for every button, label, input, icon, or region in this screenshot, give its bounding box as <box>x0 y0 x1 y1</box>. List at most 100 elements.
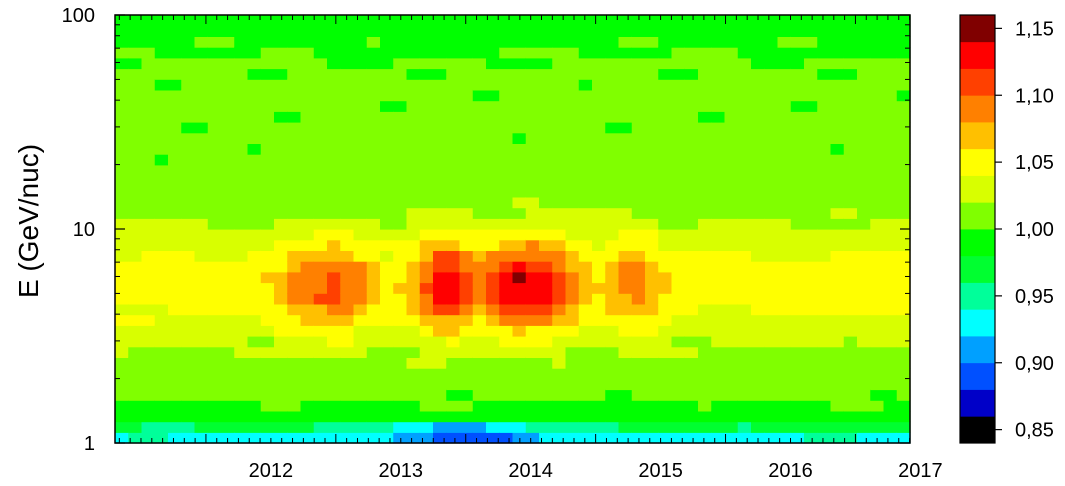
heatmap-cell <box>340 68 355 80</box>
heatmap-cell <box>737 303 752 316</box>
heatmap-cell <box>194 122 209 134</box>
heatmap-cell <box>539 389 553 401</box>
heatmap-cell <box>870 143 885 155</box>
heatmap-cell <box>764 432 779 444</box>
heatmap-cell <box>552 111 567 123</box>
heatmap-cell <box>592 357 606 369</box>
heatmap-cell <box>737 68 752 80</box>
heatmap-cell <box>486 368 500 380</box>
heatmap-cell <box>645 196 659 209</box>
heatmap-cell <box>870 282 885 294</box>
heatmap-cell <box>698 271 712 284</box>
heatmap-cell <box>618 421 633 433</box>
heatmap-cell <box>525 400 540 412</box>
heatmap-cell <box>631 261 646 273</box>
heatmap-cell <box>539 36 553 48</box>
heatmap-cell <box>181 261 196 273</box>
heatmap-cell <box>194 346 209 358</box>
heatmap-cell <box>645 122 659 134</box>
heatmap-cell <box>618 164 633 177</box>
heatmap-cell <box>300 421 315 433</box>
heatmap-cell <box>578 261 593 273</box>
heatmap-cell <box>287 346 302 358</box>
heatmap-cell <box>300 432 315 444</box>
heatmap-cell <box>221 175 235 187</box>
heatmap-cell <box>353 68 368 80</box>
heatmap-cell <box>830 271 845 284</box>
heatmap-cell <box>764 314 779 326</box>
heatmap-cell <box>671 164 686 177</box>
heatmap-cell <box>870 175 885 187</box>
heatmap-cell <box>234 293 249 305</box>
heatmap-cell <box>260 293 275 305</box>
heatmap-cell <box>141 432 156 444</box>
heatmap-cell <box>618 111 633 123</box>
heatmap-cell <box>499 250 514 262</box>
heatmap-cell <box>128 432 143 444</box>
heatmap-cell <box>287 154 302 166</box>
heatmap-cell <box>393 143 408 155</box>
heatmap-cell <box>671 57 686 70</box>
heatmap-cell <box>777 89 792 102</box>
heatmap-cell <box>592 250 606 262</box>
heatmap-cell <box>724 293 739 305</box>
heatmap-cell <box>790 400 805 412</box>
heatmap-cell <box>578 293 593 305</box>
heatmap-cell <box>684 410 699 423</box>
heatmap-cell <box>260 239 275 251</box>
heatmap-cell <box>433 421 447 433</box>
heatmap-cell <box>141 175 156 187</box>
heatmap-cell <box>260 36 275 48</box>
heatmap-cell <box>406 100 421 112</box>
heatmap-cell <box>870 346 885 358</box>
heatmap-cell <box>764 79 779 91</box>
heatmap-cell <box>843 357 858 369</box>
heatmap-cell <box>141 57 156 70</box>
heatmap-cell <box>804 368 818 380</box>
heatmap-cell <box>300 282 315 294</box>
heatmap-cell <box>896 282 911 294</box>
heatmap-cell <box>539 325 553 337</box>
heatmap-cell <box>274 410 288 423</box>
heatmap-cell <box>207 432 222 444</box>
heatmap-cell <box>870 389 885 401</box>
heatmap-cell <box>658 57 673 70</box>
heatmap-cell <box>737 122 752 134</box>
heatmap-cell <box>552 143 567 155</box>
heatmap-cell <box>472 218 487 230</box>
heatmap-cell <box>287 410 302 423</box>
heatmap-cell <box>419 111 434 123</box>
heatmap-cell <box>274 378 288 391</box>
heatmap-cell <box>896 132 911 144</box>
heatmap-cell <box>234 111 249 123</box>
heatmap-cell <box>168 314 182 326</box>
heatmap-cell <box>684 325 699 337</box>
heatmap-cell <box>578 122 593 134</box>
heatmap-cell <box>181 164 196 177</box>
heatmap-cell <box>300 218 315 230</box>
heatmap-cell <box>830 421 845 433</box>
heatmap-cell <box>896 261 911 273</box>
heatmap-cell <box>260 154 275 166</box>
heatmap-cell <box>578 89 593 102</box>
heatmap-cell <box>313 432 328 444</box>
heatmap-cell <box>287 15 302 27</box>
heatmap-cell <box>592 325 606 337</box>
heatmap-cell <box>300 164 315 177</box>
heatmap-cell <box>565 89 580 102</box>
heatmap-cell <box>366 250 381 262</box>
heatmap-cell <box>340 89 355 102</box>
heatmap-cell <box>539 250 553 262</box>
heatmap-cell <box>857 25 871 37</box>
heatmap-cell <box>711 47 726 59</box>
heatmap-cell <box>446 229 461 241</box>
heatmap-cell <box>366 229 381 241</box>
heatmap-cell <box>459 164 474 177</box>
heatmap-cell <box>446 314 461 326</box>
heatmap-cell <box>684 154 699 166</box>
heatmap-cell <box>857 282 871 294</box>
heatmap-cell <box>168 207 182 219</box>
heatmap-cell <box>499 346 514 358</box>
heatmap-cell <box>366 15 381 27</box>
heatmap-cell <box>857 132 871 144</box>
